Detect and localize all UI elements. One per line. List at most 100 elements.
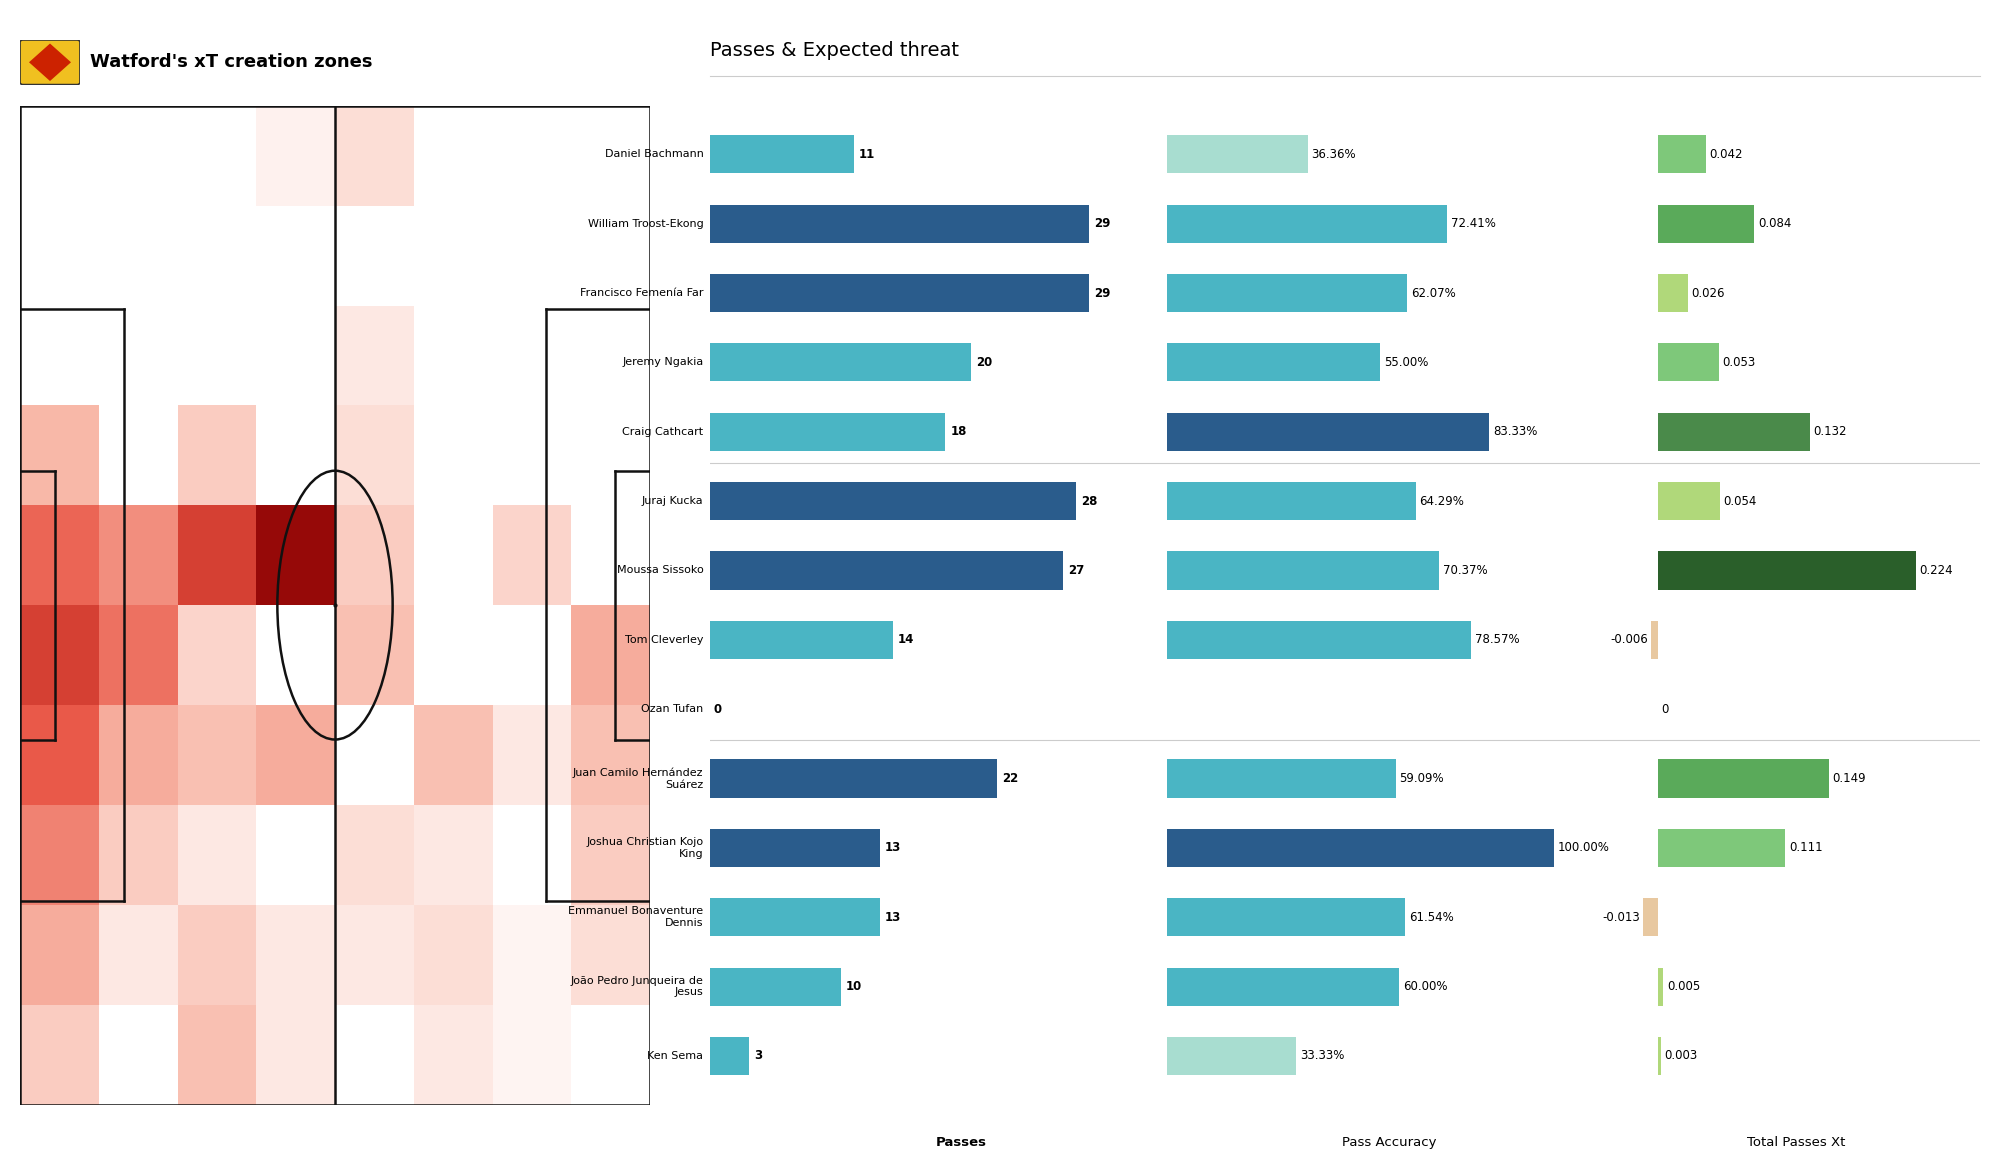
Bar [98, 605, 178, 705]
Text: 59.09%: 59.09% [1400, 772, 1444, 785]
Bar [178, 505, 256, 605]
Bar [336, 805, 414, 905]
Bar [178, 705, 256, 805]
Bar [256, 705, 336, 805]
Bar [1168, 482, 1416, 521]
Bar [1658, 759, 1830, 798]
Bar [710, 759, 998, 798]
Text: Francisco Femenía Far: Francisco Femenía Far [580, 288, 704, 298]
Bar [710, 551, 1062, 590]
Text: Watford's xT creation zones: Watford's xT creation zones [90, 53, 372, 70]
Text: 33.33%: 33.33% [1300, 1049, 1344, 1062]
Bar [414, 1005, 492, 1104]
Bar [336, 505, 414, 605]
Text: 0.042: 0.042 [1710, 148, 1744, 161]
Bar [98, 905, 178, 1005]
Bar [1168, 759, 1396, 798]
Text: Joshua Christian Kojo
King: Joshua Christian Kojo King [586, 837, 704, 859]
Bar [1658, 482, 1720, 521]
Bar [336, 605, 414, 705]
Text: Craig Cathcart: Craig Cathcart [622, 427, 704, 437]
Text: 29: 29 [1094, 217, 1110, 230]
Bar [178, 805, 256, 905]
Bar [336, 905, 414, 1005]
Bar [178, 405, 256, 505]
Text: 78.57%: 78.57% [1474, 633, 1520, 646]
Text: 83.33%: 83.33% [1494, 425, 1538, 438]
Text: 70.37%: 70.37% [1444, 564, 1488, 577]
Text: 0.132: 0.132 [1814, 425, 1846, 438]
Text: 0: 0 [1662, 703, 1668, 716]
Text: João Pedro Junqueira de
Jesus: João Pedro Junqueira de Jesus [570, 975, 704, 998]
Bar [1168, 898, 1406, 936]
Bar [1642, 898, 1658, 936]
Bar [1168, 204, 1448, 243]
Bar [710, 828, 880, 867]
Text: Jeremy Ngakia: Jeremy Ngakia [622, 357, 704, 368]
Bar [492, 705, 572, 805]
Bar [1168, 343, 1380, 382]
Text: Juan Camilo Hernández
Suárez: Juan Camilo Hernández Suárez [572, 767, 704, 790]
Bar [710, 204, 1088, 243]
Text: Ken Sema: Ken Sema [648, 1050, 704, 1061]
Bar [414, 705, 492, 805]
Text: 0.054: 0.054 [1724, 495, 1756, 508]
Text: -0.006: -0.006 [1610, 633, 1648, 646]
Bar [710, 898, 880, 936]
Bar [256, 106, 336, 206]
Bar [1658, 967, 1664, 1006]
Text: 3: 3 [754, 1049, 762, 1062]
Bar [336, 106, 414, 206]
Bar [492, 505, 572, 605]
Bar [1658, 551, 1916, 590]
Bar [256, 1005, 336, 1104]
Text: 0.149: 0.149 [1832, 772, 1866, 785]
Bar [1658, 828, 1786, 867]
Text: Juraj Kucka: Juraj Kucka [642, 496, 704, 506]
Text: 36.36%: 36.36% [1312, 148, 1356, 161]
Bar [256, 905, 336, 1005]
Text: Pass Accuracy: Pass Accuracy [1342, 1136, 1436, 1149]
Text: 13: 13 [886, 841, 902, 854]
Bar [710, 620, 892, 659]
Bar [710, 1036, 750, 1075]
Text: Total Passes Xt: Total Passes Xt [1746, 1136, 1846, 1149]
Bar [20, 805, 98, 905]
Bar [98, 705, 178, 805]
Text: Passes: Passes [936, 1136, 986, 1149]
Bar [1168, 135, 1308, 174]
Text: 13: 13 [886, 911, 902, 924]
Bar [1658, 204, 1754, 243]
Bar [20, 905, 98, 1005]
Bar [572, 805, 650, 905]
Bar [710, 274, 1088, 313]
Bar [178, 905, 256, 1005]
Text: Passes & Expected threat: Passes & Expected threat [710, 41, 960, 60]
Bar [1650, 620, 1658, 659]
Bar [1168, 1036, 1296, 1075]
Bar [1168, 551, 1440, 590]
Bar [20, 605, 98, 705]
Text: 22: 22 [1002, 772, 1018, 785]
Bar [1168, 412, 1490, 451]
Text: 0.224: 0.224 [1920, 564, 1952, 577]
Bar [1168, 967, 1400, 1006]
Bar [1658, 274, 1688, 313]
Text: 28: 28 [1080, 495, 1098, 508]
Text: 0: 0 [714, 703, 722, 716]
Bar [414, 805, 492, 905]
Text: 72.41%: 72.41% [1450, 217, 1496, 230]
Bar [492, 905, 572, 1005]
Bar [710, 135, 854, 174]
Text: Daniel Bachmann: Daniel Bachmann [604, 149, 704, 160]
Bar [414, 905, 492, 1005]
Text: 100.00%: 100.00% [1558, 841, 1610, 854]
Text: Ozan Tufan: Ozan Tufan [642, 704, 704, 714]
Bar [710, 482, 1076, 521]
Bar [1658, 1036, 1662, 1075]
Text: Tom Cleverley: Tom Cleverley [624, 634, 704, 645]
Text: 0.003: 0.003 [1664, 1049, 1698, 1062]
Bar [710, 967, 840, 1006]
Bar [20, 1005, 98, 1104]
Bar [492, 1005, 572, 1104]
